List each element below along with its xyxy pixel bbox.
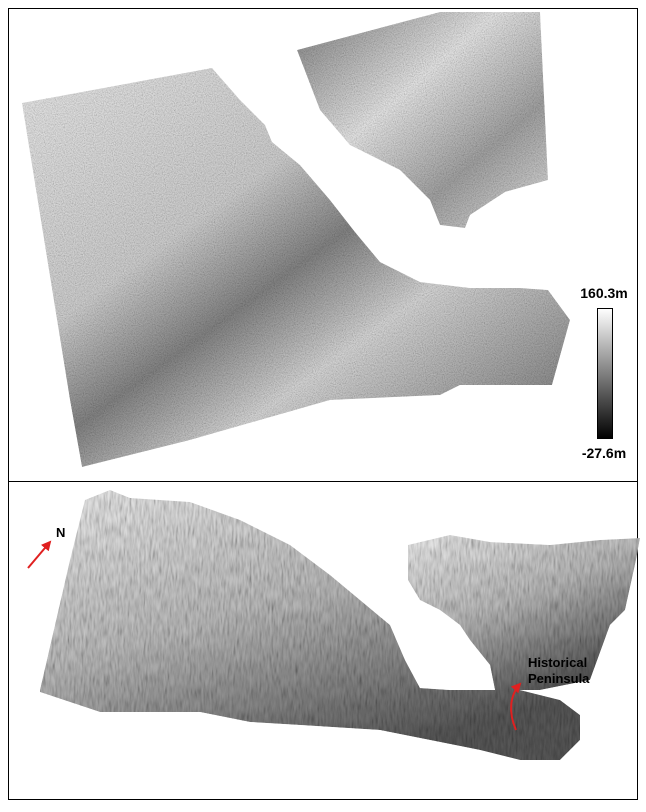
legend-max: 160.3m (580, 285, 627, 301)
north-label: N (56, 525, 65, 540)
dem-north (297, 12, 548, 228)
color-bar (598, 309, 613, 439)
terrain-north (408, 535, 640, 690)
annotation-line: Peninsula (528, 671, 590, 686)
annotation-line: Historical (528, 655, 587, 670)
page: 160.3m -27.6m N Historical Peninsula (()… (0, 0, 646, 807)
north-arrow (28, 542, 50, 568)
legend-min: -27.6m (582, 445, 626, 461)
figure: 160.3m -27.6m N Historical Peninsula (0, 0, 646, 807)
